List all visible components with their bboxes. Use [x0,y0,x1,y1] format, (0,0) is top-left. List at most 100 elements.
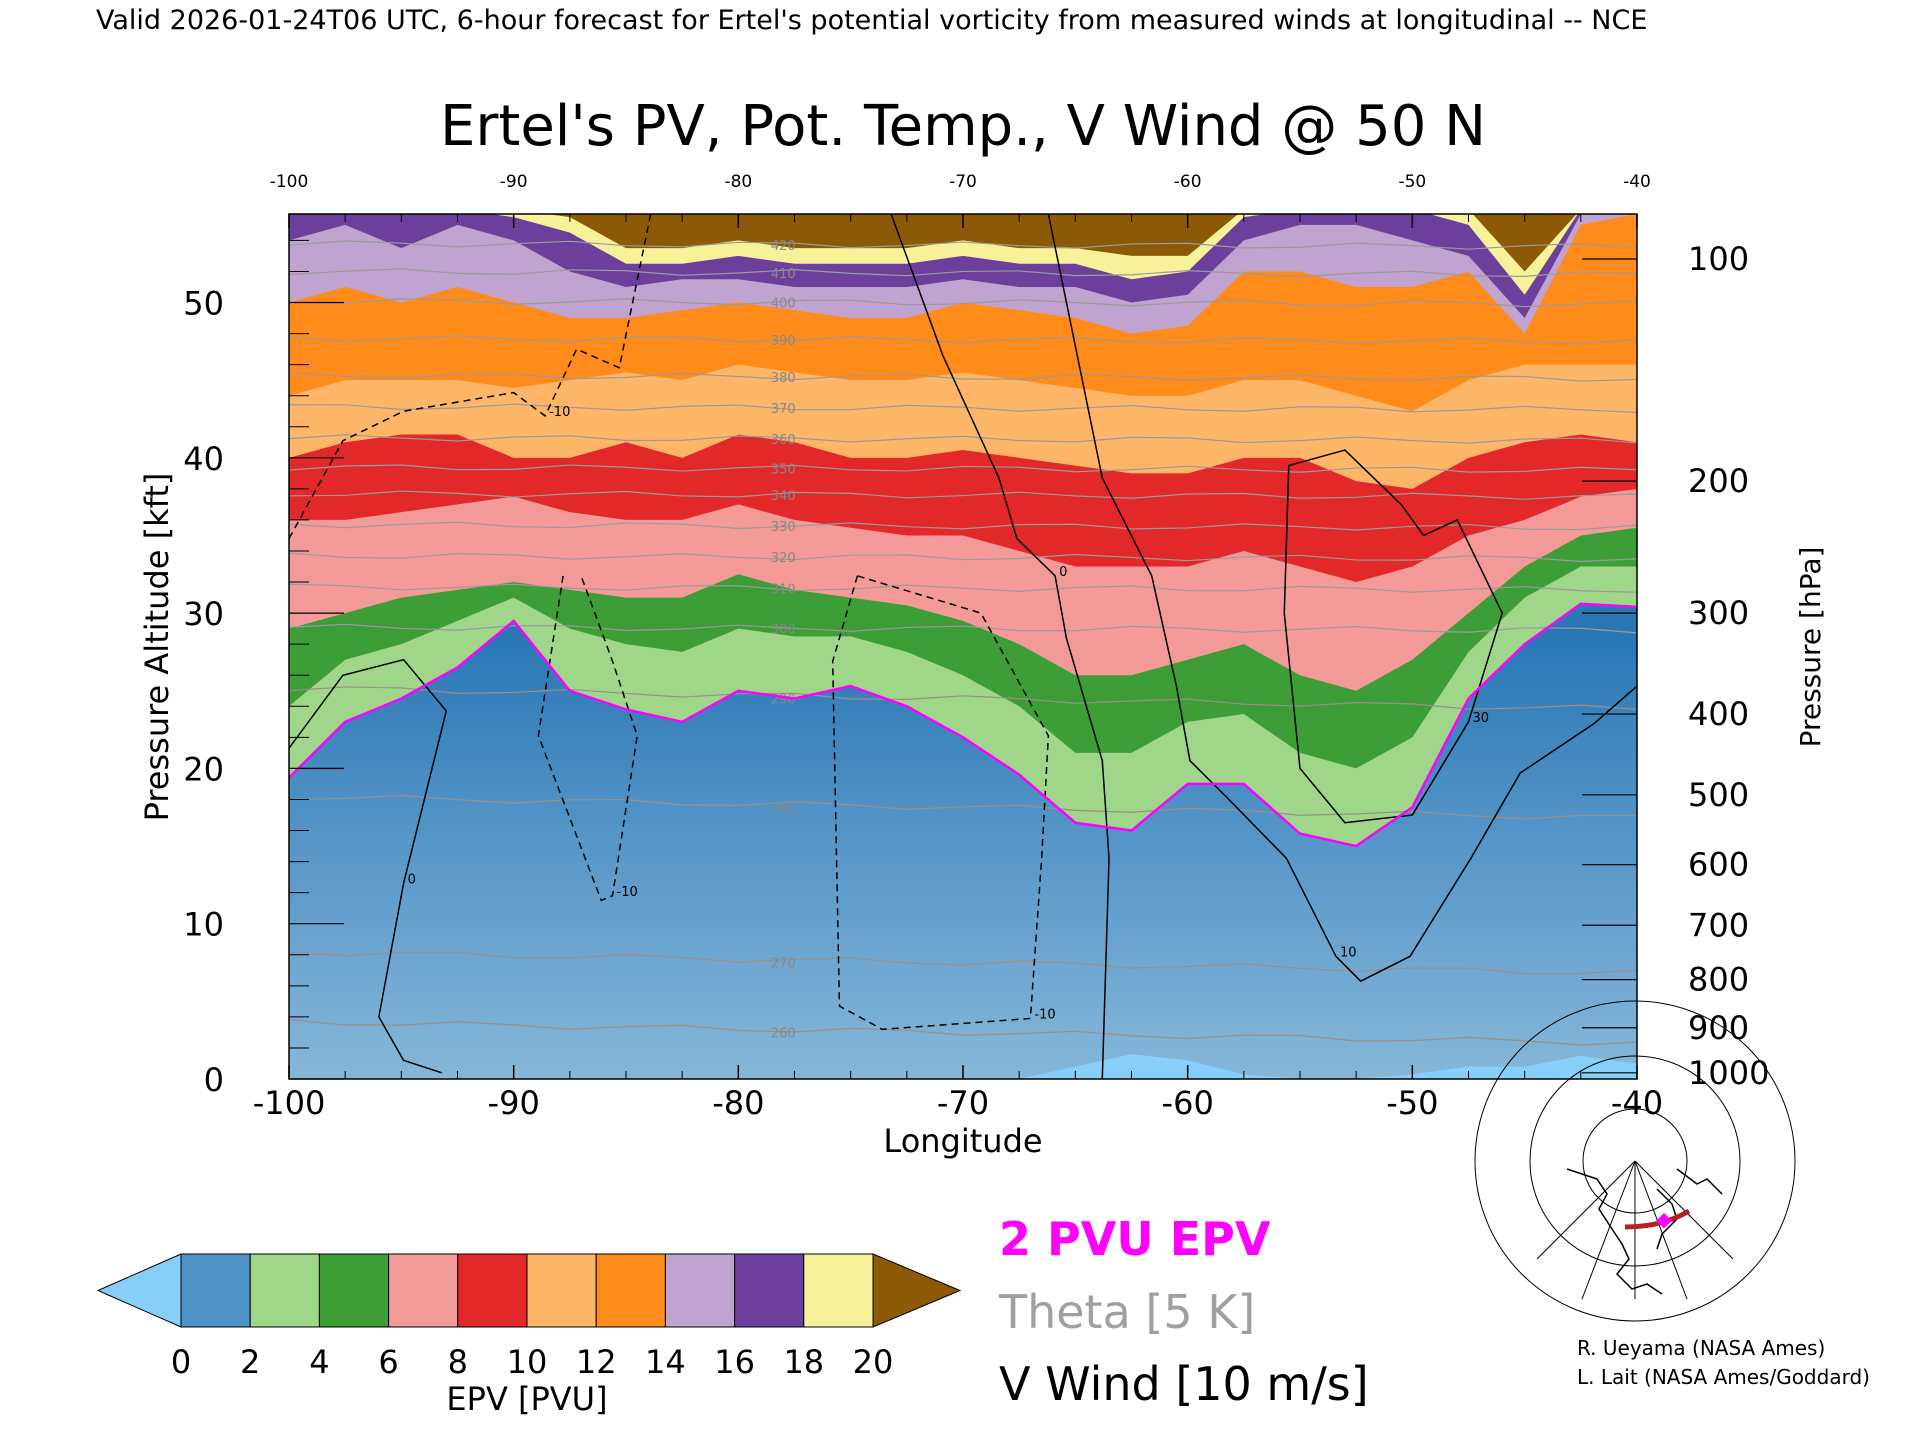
v-wind-contour-label: -10 [1034,1007,1055,1022]
v-wind-contour [289,214,652,539]
top-caption: Valid 2026-01-24T06 UTC, 6-hour forecast… [96,5,1647,36]
y-tick-label-right: 1000 [1688,1054,1769,1092]
colorbar-swatch-0 [180,1253,251,1328]
legend-theta: Theta [5 K] [998,1285,1255,1339]
y-tick-label-left: 0 [204,1061,224,1099]
legend-pv2: 2 PVU EPV [999,1212,1271,1266]
x-axis-label: Longitude [883,1122,1042,1160]
theta-label-320: 320 [771,551,796,566]
theta-label-310: 310 [771,582,796,597]
colorbar-swatch-10 [526,1253,597,1328]
y-tick-label-left: 40 [183,440,224,478]
colorbar-label: EPV [PVU] [446,1380,607,1418]
locator-map [1474,1000,1796,1322]
y-tick-label-left: 20 [183,750,224,788]
x-tick-label-top: -60 [1174,172,1202,192]
colorbar-swatch-16 [734,1253,805,1328]
x-tick-label-top: -80 [724,172,752,192]
colorbar-tick-label: 14 [645,1343,686,1381]
x-tick-label: -90 [488,1084,540,1122]
theta-label-360: 360 [771,433,796,448]
y-tick-label-right: 300 [1688,594,1749,632]
v-wind-contour [537,575,639,902]
v-wind-contour [1283,449,1504,824]
x-tick-label: -60 [1162,1084,1214,1122]
theta-line-340 [289,490,1637,500]
theta-label-390: 390 [771,334,796,349]
chart-title: Ertel's PV, Pot. Temp., V Wind @ 50 N [440,94,1486,159]
theta-line-290 [289,686,1637,711]
theta-label-330: 330 [771,520,796,535]
x-tick-label-top: -100 [270,172,309,192]
y-tick-label-right: 600 [1688,846,1749,884]
epv-band-0-2 [289,603,1637,1079]
pv2-contour-line [289,602,1637,848]
y-tick-label-right: 100 [1688,240,1749,278]
v-wind-contour-label: 0 [408,872,416,887]
colorbar-tick-label: 10 [507,1343,548,1381]
theta-label-280: 280 [771,801,796,816]
theta-line-380 [289,371,1637,382]
v-wind-contour-label: -10 [617,885,638,900]
x-tick-label: -100 [253,1084,326,1122]
credit-line-2: L. Lait (NASA Ames/Goddard) [1577,1365,1870,1389]
y-tick-label-right: 700 [1688,906,1749,944]
axes: -100-100-90-90-80-80-70-70-60-60-50-50-4… [183,172,1769,1122]
theta-isentropes: 2602702802903003103203303403503603703803… [289,239,1637,1046]
y-tick-label-left: 10 [183,906,224,944]
y-tick-label-right: 200 [1688,462,1749,500]
theta-line-400 [289,298,1637,308]
colorbar-over-arrow [872,1253,962,1328]
y-axis-label-right: Pressure [hPa] [1794,547,1827,748]
theta-line-320 [289,552,1637,563]
colorbar-tick-label: 16 [714,1343,755,1381]
theta-line-390 [289,335,1637,345]
v-wind-contour-label: 10 [1340,945,1357,960]
x-tick-label-top: -40 [1623,172,1651,192]
epv-bands [289,214,1637,1079]
theta-line-260 [289,1018,1637,1046]
epv-band-below-0 [289,1054,1637,1079]
y-tick-label-left: 30 [183,595,224,633]
y-tick-label-left: 50 [183,285,224,323]
colorbar-tick-label: 20 [853,1343,894,1381]
v-wind-contour-label: 30 [1473,711,1490,726]
theta-label-300: 300 [771,623,796,638]
theta-label-380: 380 [771,371,796,386]
theta-line-420 [289,240,1637,250]
theta-label-370: 370 [771,402,796,417]
y-axis-label-left: Pressure Altitude [kft] [138,473,176,822]
colorbar-tick-label: 2 [240,1343,260,1381]
x-tick-label-top: -90 [500,172,528,192]
theta-label-270: 270 [771,957,796,972]
map-graticule [1474,1000,1796,1322]
colorbar-swatch-12 [595,1253,666,1328]
v-wind-contour [1047,214,1637,983]
theta-label-420: 420 [771,239,796,254]
theta-label-410: 410 [771,267,796,282]
colorbar-swatch-6 [388,1253,459,1328]
x-tick-label: -70 [937,1084,989,1122]
y-tick-label-right: 400 [1688,695,1749,733]
x-tick-label: -80 [712,1084,764,1122]
theta-line-270 [289,951,1637,975]
x-tick-label-top: -50 [1398,172,1426,192]
y-tick-label-right: 800 [1688,961,1749,999]
theta-line-280 [289,794,1637,820]
colorbar-swatch-18 [803,1253,874,1328]
v-wind-contour [289,658,448,1074]
colorbar-swatch-8 [457,1253,528,1328]
colorbar-swatch-4 [318,1253,390,1328]
y-tick-label-right: 500 [1688,776,1749,814]
colorbar-tick-label: 8 [448,1343,468,1381]
theta-line-310 [289,583,1637,593]
x-tick-label-top: -70 [949,172,977,192]
theta-label-400: 400 [771,297,796,312]
x-tick-label: -40 [1611,1084,1663,1122]
theta-line-300 [289,623,1637,634]
theta-line-330 [289,521,1637,531]
v-wind-contour-label: 0 [1059,565,1067,580]
colorbar-tick-label: 4 [309,1343,329,1381]
theta-line-410 [289,268,1637,278]
colorbar-tick-label: 6 [378,1343,398,1381]
